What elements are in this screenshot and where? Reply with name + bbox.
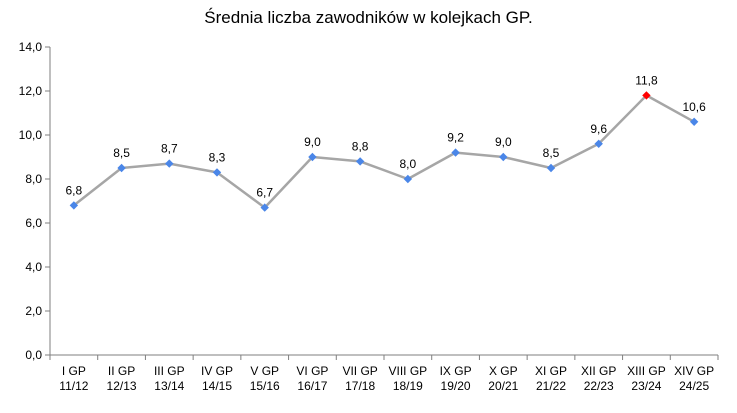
x-tick-label: IX GP xyxy=(440,364,472,378)
data-label: 8,8 xyxy=(352,139,369,153)
data-point xyxy=(260,203,269,212)
data-label: 8,5 xyxy=(543,146,560,160)
data-point xyxy=(308,152,317,162)
x-tick-label: II GP xyxy=(108,364,135,378)
data-point xyxy=(69,201,79,210)
x-tick-label: III GP xyxy=(154,364,185,378)
x-tick-label: X GP xyxy=(489,364,518,378)
x-tick-label: XIV GP xyxy=(674,364,714,378)
x-tick-label: IV GP xyxy=(201,364,233,378)
x-tick-label-season: 12/13 xyxy=(107,379,137,393)
data-label: 6,7 xyxy=(256,186,273,200)
data-label: 8,5 xyxy=(113,146,130,160)
series-line xyxy=(73,94,695,209)
x-tick-label: VI GP xyxy=(296,364,328,378)
y-tick-label: 12,0 xyxy=(19,84,43,98)
x-tick-label-season: 15/16 xyxy=(250,379,280,393)
y-tick-label: 8,0 xyxy=(25,172,42,186)
x-tick-label: I GP xyxy=(62,364,86,378)
x-tick-label: VIII GP xyxy=(389,364,428,378)
data-label: 8,7 xyxy=(161,142,178,156)
data-point xyxy=(117,163,126,173)
data-point xyxy=(403,174,413,184)
x-tick-label-season: 11/12 xyxy=(59,379,88,393)
x-tick-label-season: 24/25 xyxy=(679,379,709,393)
y-tick-label: 4,0 xyxy=(25,260,42,274)
y-tick-label: 10,0 xyxy=(19,128,43,142)
x-tick-label-season: 14/15 xyxy=(202,379,232,393)
data-label: 6,8 xyxy=(66,183,83,197)
x-tick-label: V GP xyxy=(250,364,279,378)
data-point xyxy=(546,163,556,173)
y-tick-label: 6,0 xyxy=(25,216,42,230)
x-tick-label-season: 19/20 xyxy=(441,379,471,393)
y-tick-label: 14,0 xyxy=(19,40,43,54)
x-tick-label-season: 17/18 xyxy=(345,379,375,393)
chart-title: Średnia liczba zawodników w kolejkach GP… xyxy=(204,8,533,27)
x-tick-label: XII GP xyxy=(581,364,616,378)
data-point xyxy=(594,139,603,148)
data-point xyxy=(689,117,699,126)
x-tick-label: XI GP xyxy=(535,364,567,378)
data-point xyxy=(499,152,508,162)
data-point xyxy=(165,159,174,168)
x-tick-label-season: 16/17 xyxy=(297,379,327,393)
data-label: 9,0 xyxy=(495,135,512,149)
x-tick-label: VII GP xyxy=(342,364,377,378)
data-label: 9,0 xyxy=(304,135,321,149)
data-label: 9,2 xyxy=(447,131,464,145)
x-tick-label-season: 23/24 xyxy=(631,379,661,393)
data-label: 10,6 xyxy=(682,100,706,114)
data-label: 8,3 xyxy=(209,150,226,164)
data-label: 9,6 xyxy=(590,122,607,136)
data-point xyxy=(212,168,222,177)
x-tick-label-season: 20/21 xyxy=(488,379,518,393)
y-tick-label: 2,0 xyxy=(25,304,42,318)
y-tick-label: 0,0 xyxy=(25,348,42,362)
data-point xyxy=(355,157,365,166)
data-point-highlight xyxy=(642,91,651,100)
x-tick-label-season: 18/19 xyxy=(393,379,423,393)
x-tick-label: XIII GP xyxy=(627,364,666,378)
x-tick-label-season: 13/14 xyxy=(154,379,184,393)
data-point xyxy=(451,148,460,157)
x-tick-label-season: 21/22 xyxy=(536,379,566,393)
data-label: 8,0 xyxy=(400,157,417,171)
data-label: 11,8 xyxy=(635,73,658,87)
x-tick-label-season: 22/23 xyxy=(584,379,614,393)
